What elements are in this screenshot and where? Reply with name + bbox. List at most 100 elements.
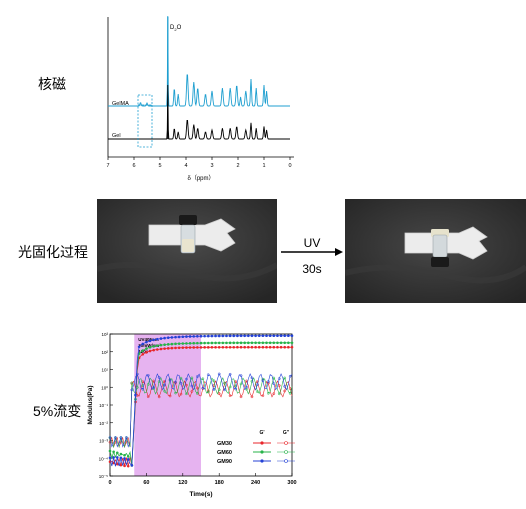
legend-label-GM90: GM90 xyxy=(217,459,232,465)
g1-point-GM90 xyxy=(232,334,236,338)
g1-point-GM90 xyxy=(170,336,174,339)
g1-point-GM30 xyxy=(148,349,152,353)
g2-point-GM30 xyxy=(239,395,243,399)
g1-point-GM30 xyxy=(257,345,261,349)
g2-point-GM60 xyxy=(277,392,281,396)
g1-point-GM90 xyxy=(159,337,163,340)
g1-point-GM60 xyxy=(115,451,119,455)
nmr-spectrum: D2O GelMA Gel 7 6 5 4 3 2 1 0 δ（ppm） xyxy=(106,15,294,182)
legend-header: G' xyxy=(259,430,264,436)
g1-point-GM90 xyxy=(276,334,279,338)
g1-point-GM60 xyxy=(141,349,145,352)
g1-point-GM30 xyxy=(287,345,290,349)
g1-point-GM60 xyxy=(287,341,290,345)
g2-point-GM60 xyxy=(146,383,150,386)
g1-point-GM30 xyxy=(265,345,268,349)
g1-point-GM30 xyxy=(239,345,243,349)
legend-g2-marker xyxy=(284,450,288,454)
g2-point-GM90 xyxy=(234,387,237,391)
g1-point-GM30 xyxy=(228,345,232,349)
g1-point-GM60 xyxy=(243,341,246,345)
g2-point-GM60 xyxy=(228,385,232,389)
g2-point-GM90 xyxy=(146,373,150,377)
g2-point-GM60 xyxy=(163,389,166,393)
g1-point-GM90 xyxy=(126,458,130,461)
y-tick-label: 10⁻⁴ xyxy=(99,456,108,461)
g1-point-GM60 xyxy=(152,345,155,348)
uv-annotation: UV405nm xyxy=(138,337,159,342)
g2-point-GM90 xyxy=(245,385,248,389)
g1-point-GM30 xyxy=(185,346,188,349)
g1-point-GM60 xyxy=(210,341,214,345)
g1-point-GM90 xyxy=(239,334,243,338)
g1-point-GM90 xyxy=(192,335,196,338)
rheology-chart: 10⁻⁵ 10⁻⁴ 10⁻³ 10⁻² 10⁻¹ 10⁰ 10¹ 10² 10³ 0 60 120 18… xyxy=(87,332,297,498)
g1-point-GM90 xyxy=(148,339,152,343)
g1-point-GM60 xyxy=(159,343,163,347)
g1-point-GM60 xyxy=(290,341,294,345)
y-tick-label: 10² xyxy=(101,350,108,355)
g1-point-GM30 xyxy=(199,346,203,349)
g1-point-GM90 xyxy=(196,334,199,338)
uv-window xyxy=(134,334,201,476)
g1-point-GM60 xyxy=(174,342,177,346)
g2-point-GM90 xyxy=(152,386,156,389)
g2-point-GM90 xyxy=(108,436,112,439)
g2-point-GM30 xyxy=(261,394,265,398)
d2o-label: D2O xyxy=(170,25,182,32)
g1-point-GM90 xyxy=(247,334,250,338)
g2-point-GM30 xyxy=(283,389,287,393)
g1-point-GM60 xyxy=(221,341,225,345)
g1-point-GM90 xyxy=(163,336,166,340)
nmr-x-ticklabel: 6 xyxy=(132,163,135,169)
g2-point-GM60 xyxy=(234,384,237,388)
g1-point-GM90 xyxy=(265,334,268,338)
g1-point-GM90 xyxy=(228,334,232,338)
g1-point-GM30 xyxy=(152,348,155,352)
g2-point-GM60 xyxy=(212,379,216,383)
g1-point-GM30 xyxy=(268,345,272,349)
g2-point-GM90 xyxy=(125,436,128,439)
g1-point-GM60 xyxy=(254,341,257,345)
g1-point-GM90 xyxy=(141,342,145,346)
g2-point-GM90 xyxy=(119,436,123,439)
g1-point-GM90 xyxy=(203,334,206,338)
rheology-label: 5%流变 xyxy=(33,403,82,419)
g1-point-GM60 xyxy=(239,341,243,345)
nmr-label: 核磁 xyxy=(38,76,66,92)
g2-point-GM90 xyxy=(130,388,134,392)
nmr-x-ticklabel: 2 xyxy=(236,163,239,169)
g1-point-GM60 xyxy=(265,341,268,345)
g1-point-GM90 xyxy=(279,334,283,338)
g1-point-GM90 xyxy=(199,334,203,338)
dashed-box-bottom xyxy=(137,104,153,148)
g1-point-GM90 xyxy=(123,457,126,460)
g1-point-GM90 xyxy=(210,334,214,338)
y-tick-label: 10⁻² xyxy=(99,421,108,426)
g2-point-GM90 xyxy=(135,372,139,376)
g1-point-GM30 xyxy=(276,345,279,349)
series-g2-line-GM90 xyxy=(109,373,293,448)
g2-point-GM60 xyxy=(223,381,227,385)
g1-point-GM30 xyxy=(261,345,265,349)
g1-point-GM30 xyxy=(170,346,174,350)
gel-trace-label: Gel xyxy=(112,133,121,139)
g2-point-GM60 xyxy=(130,381,134,385)
g1-point-GM60 xyxy=(126,455,130,458)
g1-point-GM30 xyxy=(225,345,228,349)
g2-point-GM90 xyxy=(228,372,232,376)
g1-point-GM60 xyxy=(228,341,232,345)
g1-point-GM90 xyxy=(145,340,148,344)
g2-point-GM60 xyxy=(196,392,199,395)
legend-g2-marker xyxy=(284,459,288,463)
x-tick-label: 300 xyxy=(287,480,296,486)
g2-point-GM30 xyxy=(277,384,281,387)
g2-point-GM60 xyxy=(256,390,259,393)
g1-point-GM60 xyxy=(192,341,196,345)
g2-point-GM90 xyxy=(163,383,166,387)
g2-point-GM60 xyxy=(174,391,177,395)
nmr-x-ticklabel: 0 xyxy=(288,163,291,169)
g2-point-GM60 xyxy=(201,377,205,381)
g2-point-GM60 xyxy=(250,379,254,383)
g1-point-GM90 xyxy=(119,456,123,460)
